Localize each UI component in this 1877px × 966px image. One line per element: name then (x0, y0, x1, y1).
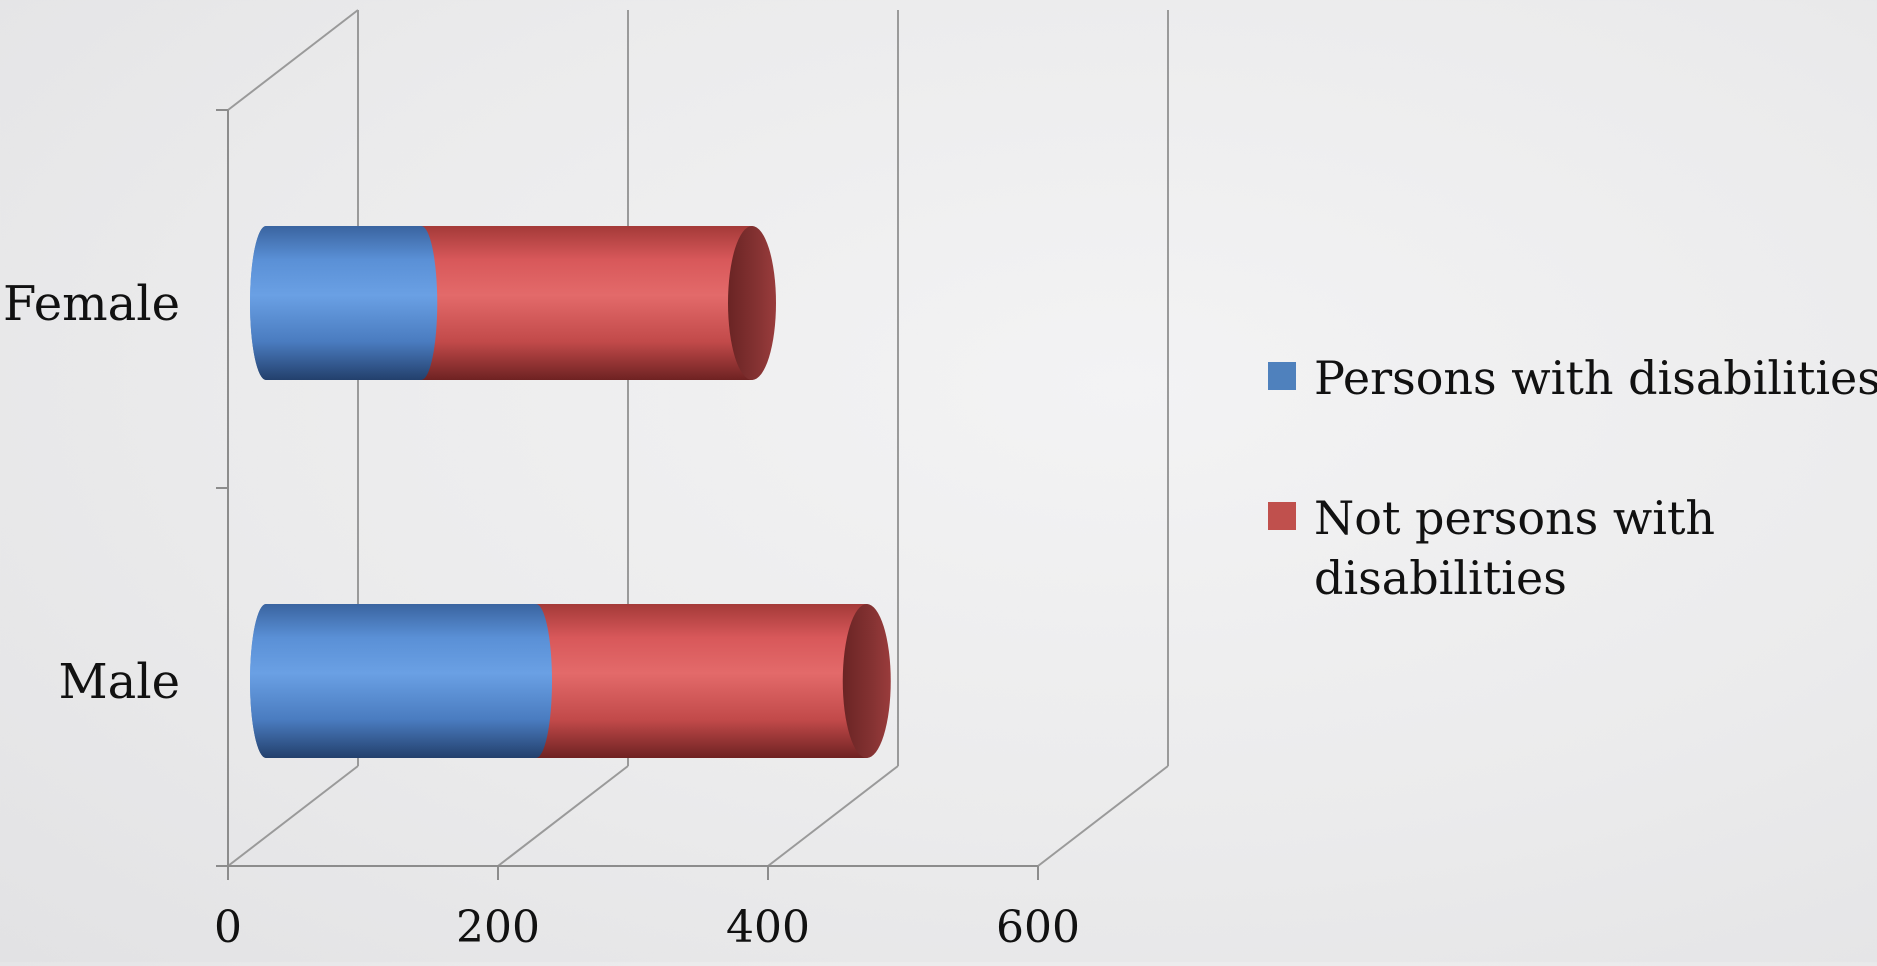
legend-swatch (1268, 502, 1296, 530)
bar-end-cap (843, 604, 891, 758)
legend-label: Not persons with (1314, 491, 1715, 545)
legend: Persons with disabilities Not persons wit… (1268, 351, 1877, 605)
floor-gridline (768, 766, 898, 866)
floor-gridline (1038, 766, 1168, 866)
legend-label: Persons with disabilities (1314, 351, 1877, 405)
x-tick-label: 0 (214, 902, 242, 953)
x-tick-label: 600 (996, 902, 1080, 953)
category-label: Male (58, 654, 180, 710)
bar-end-cap (728, 226, 776, 380)
floor-gridline (228, 766, 358, 866)
bars (250, 226, 891, 758)
x-tick-label: 400 (726, 902, 810, 953)
category-label: Female (3, 276, 180, 332)
x-tick-label: 200 (456, 902, 540, 953)
bar-segment-not-persons-with-disabilities (520, 604, 883, 758)
side-wall-top (228, 10, 358, 110)
bar-left-cap (250, 226, 282, 380)
floor-gridline (498, 766, 628, 866)
bar-segment-persons-with-disabilities (250, 604, 552, 758)
legend-swatch (1268, 362, 1296, 390)
legend-label: disabilities (1314, 551, 1567, 605)
bar-segment-not-persons-with-disabilities (405, 226, 768, 380)
bar-left-cap (250, 604, 282, 758)
